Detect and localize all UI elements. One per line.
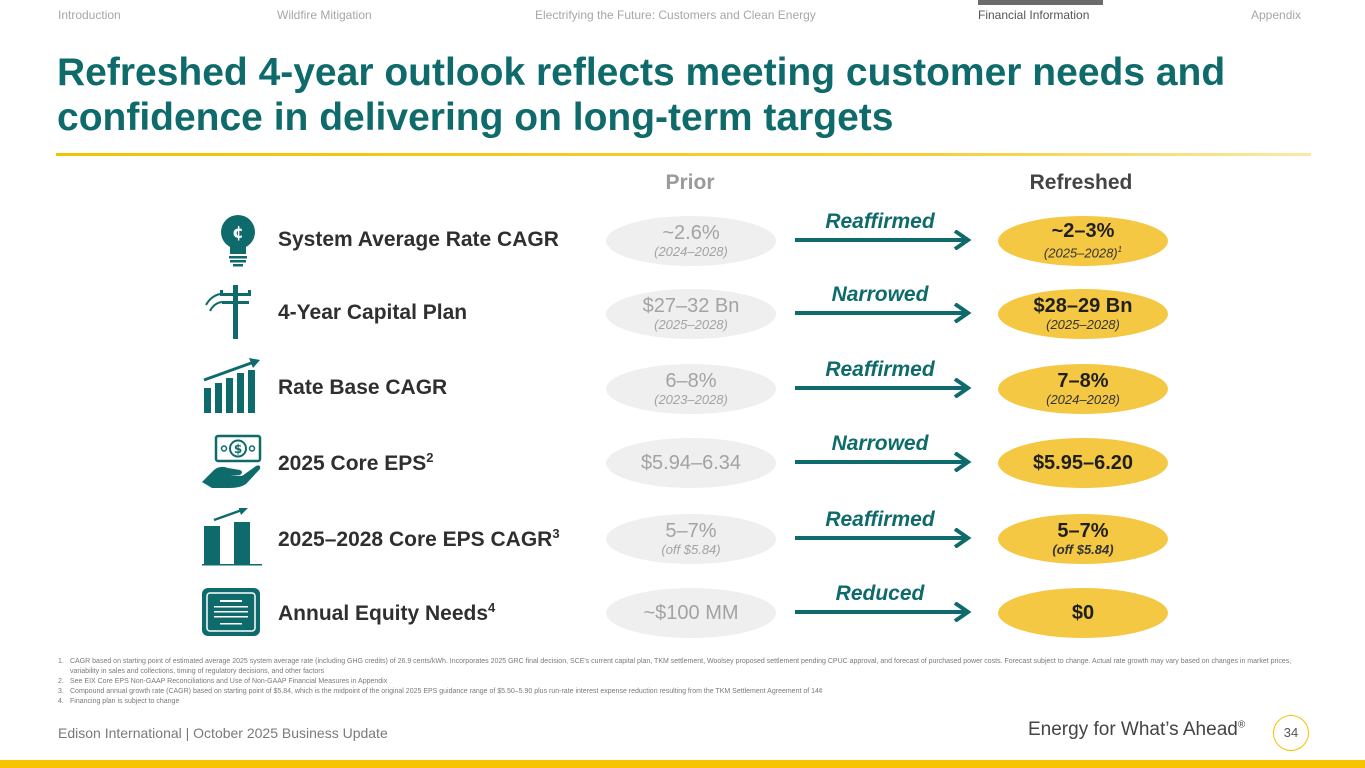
footnote-ref: 1 bbox=[1117, 245, 1123, 255]
registered-mark: ® bbox=[1237, 719, 1246, 731]
change-label: Reduced bbox=[835, 582, 925, 605]
page-number: 34 bbox=[1273, 715, 1309, 751]
refreshed-value: $0 bbox=[1071, 602, 1095, 624]
prior-period: (2023–2028) bbox=[654, 392, 728, 407]
row-label: Annual Equity Needs4 bbox=[278, 600, 496, 625]
refreshed-period: (2025–2028)1 bbox=[1043, 245, 1123, 261]
refreshed-value-pill: ~2–3% (2025–2028)1 bbox=[998, 216, 1168, 266]
column-header-prior: Prior bbox=[665, 171, 715, 194]
svg-text:¢: ¢ bbox=[232, 223, 244, 243]
prior-value-pill: ~$100 MM bbox=[606, 588, 776, 638]
prior-period: (2025–2028) bbox=[654, 317, 728, 332]
refreshed-value-pill: $0 bbox=[998, 588, 1168, 638]
prior-period: (2024–2028) bbox=[654, 244, 728, 259]
arrow-right-icon bbox=[795, 602, 972, 622]
footer-company-date: Edison International | October 2025 Busi… bbox=[58, 725, 388, 741]
refreshed-basis: (off $5.84) bbox=[1052, 542, 1114, 557]
footnote-item: 3. Compound annual growth rate (CAGR) bas… bbox=[58, 688, 823, 695]
prior-value-pill: $27–32 Bn (2025–2028) bbox=[606, 289, 776, 339]
hand-money-icon: $ bbox=[196, 432, 266, 492]
footnote-ref: 4 bbox=[488, 600, 496, 615]
refreshed-period: (2025–2028) bbox=[1046, 317, 1120, 332]
refreshed-value: 5–7% bbox=[1057, 520, 1109, 542]
footnote-ref: 2 bbox=[426, 450, 434, 465]
arrow-right-icon bbox=[795, 303, 972, 323]
arrow-right-icon bbox=[795, 452, 972, 472]
refreshed-period: (2024–2028) bbox=[1046, 392, 1120, 407]
svg-text:$: $ bbox=[234, 442, 242, 456]
footnote-item: 4. Financing plan is subject to change bbox=[58, 698, 180, 705]
row-label: 2025 Core EPS2 bbox=[278, 450, 434, 475]
title-divider bbox=[56, 153, 1311, 156]
refreshed-value: $28–29 Bn bbox=[1033, 295, 1133, 317]
row-label: System Average Rate CAGR bbox=[278, 228, 559, 251]
bar-chart-growth-icon bbox=[196, 358, 266, 418]
outlook-row-system-average-rate: ¢ System Average Rate CAGR ~2.6% (2024–2… bbox=[0, 210, 1365, 270]
row-label: 4-Year Capital Plan bbox=[278, 301, 468, 324]
change-label: Reaffirmed bbox=[825, 210, 935, 233]
row-label: Rate Base CAGR bbox=[278, 376, 448, 399]
refreshed-value-pill: $5.95–6.20 bbox=[998, 438, 1168, 488]
nav-active-indicator bbox=[978, 0, 1103, 5]
arrow-right-icon bbox=[795, 230, 972, 250]
prior-value: $27–32 Bn bbox=[642, 295, 740, 317]
footnotes: 1. CAGR based on starting point of estima… bbox=[58, 657, 1308, 707]
refreshed-value-pill: $28–29 Bn (2025–2028) bbox=[998, 289, 1168, 339]
prior-value: ~$100 MM bbox=[643, 602, 739, 624]
prior-value-pill: ~2.6% (2024–2028) bbox=[606, 216, 776, 266]
lightbulb-cent-icon: ¢ bbox=[196, 210, 266, 270]
change-label: Narrowed bbox=[831, 283, 929, 306]
nav-item-appendix[interactable]: Appendix bbox=[1251, 8, 1302, 22]
footnote-ref: 3 bbox=[552, 526, 560, 541]
certificate-icon bbox=[196, 582, 266, 642]
refreshed-value: $5.95–6.20 bbox=[1032, 452, 1134, 474]
prior-value-pill: 5–7% (off $5.84) bbox=[606, 514, 776, 564]
outlook-row-rate-base: Rate Base CAGR 6–8% (2023–2028) Reaffirm… bbox=[0, 358, 1365, 418]
prior-value-pill: 6–8% (2023–2028) bbox=[606, 364, 776, 414]
change-label: Reaffirmed bbox=[825, 508, 935, 531]
change-label: Narrowed bbox=[831, 432, 929, 455]
arrow-right-icon bbox=[795, 528, 972, 548]
slide-title: Refreshed 4-year outlook reflects meetin… bbox=[57, 51, 1226, 139]
nav-item-financial-information[interactable]: Financial Information bbox=[978, 8, 1090, 22]
footer-tagline: Energy for What’s Ahead® bbox=[1028, 719, 1246, 740]
outlook-row-core-eps-cagr: 2025–2028 Core EPS CAGR3 5–7% (off $5.84… bbox=[0, 506, 1365, 568]
refreshed-value-pill: 7–8% (2024–2028) bbox=[998, 364, 1168, 414]
bottom-accent-bar bbox=[0, 760, 1365, 768]
bars-arrow-icon bbox=[196, 506, 266, 568]
outlook-row-equity-needs: Annual Equity Needs4 ~$100 MM Reduced $0 bbox=[0, 582, 1365, 642]
refreshed-value: ~2–3% bbox=[1051, 220, 1115, 243]
refreshed-value: 7–8% bbox=[1057, 370, 1109, 392]
outlook-row-capital-plan: 4-Year Capital Plan $27–32 Bn (2025–2028… bbox=[0, 283, 1365, 343]
footnote-item: 2. See EIX Core EPS Non-GAAP Reconciliati… bbox=[58, 678, 388, 685]
refreshed-value-pill: 5–7% (off $5.84) bbox=[998, 514, 1168, 564]
prior-value-pill: $5.94–6.34 bbox=[606, 438, 776, 488]
prior-value: $5.94–6.34 bbox=[640, 452, 742, 474]
nav-item-electrifying-the-future[interactable]: Electrifying the Future: Customers and C… bbox=[535, 8, 816, 22]
footnote-item: 1. CAGR based on starting point of estima… bbox=[58, 658, 1292, 675]
section-nav: Introduction Wildfire Mitigation Electri… bbox=[0, 0, 1365, 30]
nav-item-wildfire-mitigation[interactable]: Wildfire Mitigation bbox=[277, 8, 372, 22]
prior-basis: (off $5.84) bbox=[661, 542, 721, 557]
column-header-refreshed: Refreshed bbox=[1029, 171, 1133, 194]
prior-value: 5–7% bbox=[665, 520, 717, 542]
arrow-right-icon bbox=[795, 378, 972, 398]
nav-item-introduction[interactable]: Introduction bbox=[58, 8, 121, 22]
prior-value: ~2.6% bbox=[662, 222, 720, 244]
outlook-row-core-eps: $ 2025 Core EPS2 $5.94–6.34 Narrowed $5.… bbox=[0, 432, 1365, 492]
utility-pole-icon bbox=[196, 283, 266, 343]
prior-value: 6–8% bbox=[665, 370, 717, 392]
change-label: Reaffirmed bbox=[825, 358, 935, 381]
row-label: 2025–2028 Core EPS CAGR3 bbox=[278, 526, 560, 551]
